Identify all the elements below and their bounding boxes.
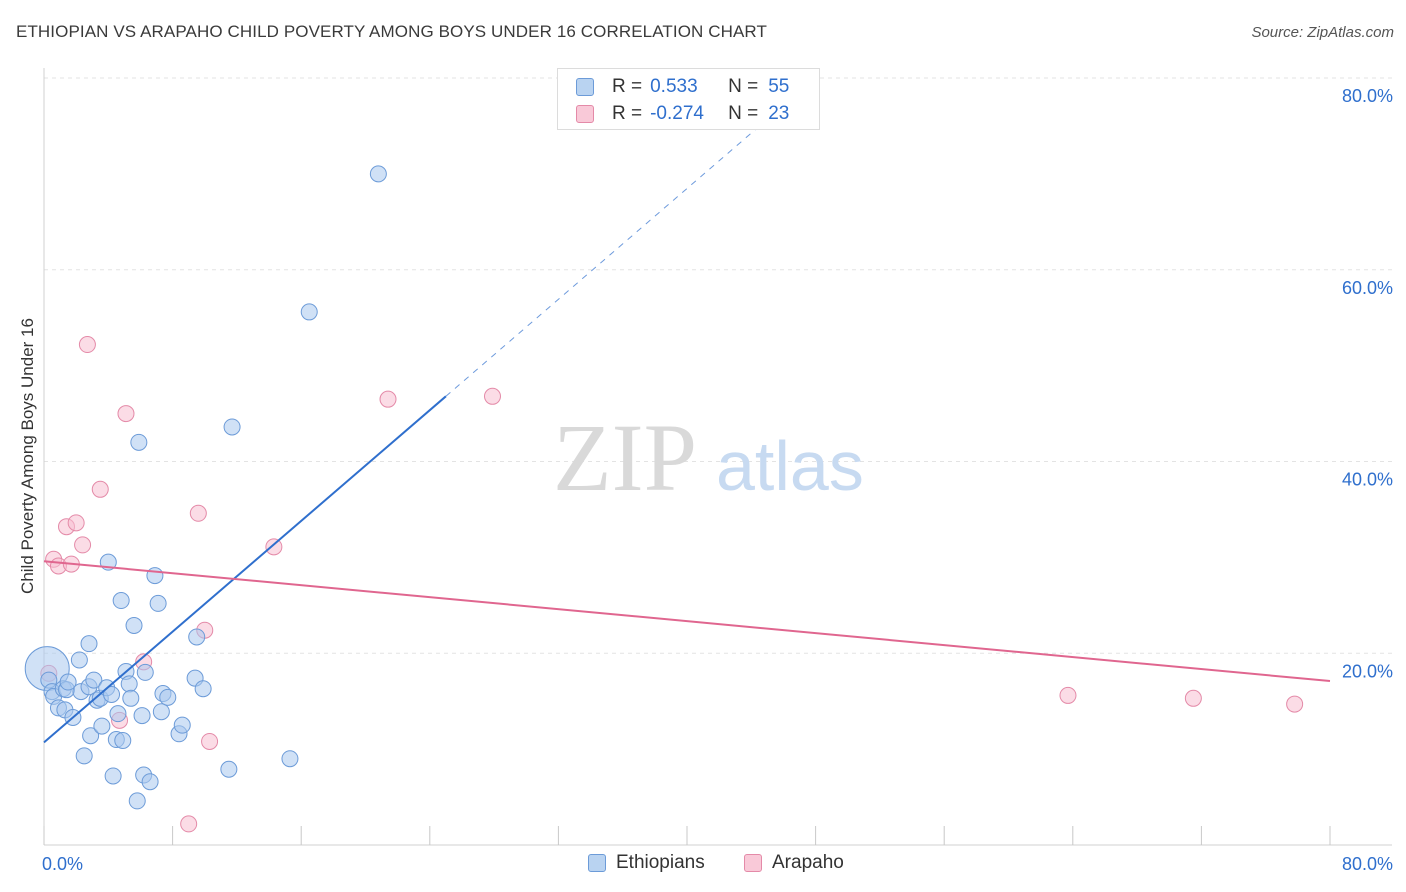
ethiopian-point <box>128 792 146 810</box>
ethiopian-point <box>103 685 121 703</box>
legend-swatch-ethiopians <box>576 78 594 96</box>
ethiopian-point <box>133 707 151 725</box>
ethiopian-point <box>300 303 318 321</box>
watermark-atlas: atlas <box>716 427 864 505</box>
ethiopian-point <box>223 418 241 436</box>
arapaho-point <box>1286 695 1304 713</box>
watermark: ZIP atlas <box>553 404 864 511</box>
arapaho-point <box>180 815 198 833</box>
trend-layer <box>43 118 1331 744</box>
legend-n-label: N = <box>728 103 759 124</box>
arapaho-trend-line <box>43 560 1331 683</box>
y-tick-label: 80.0% <box>1342 86 1393 106</box>
watermark-zip: ZIP <box>553 404 697 511</box>
ethiopian-point <box>82 727 100 745</box>
points-layer <box>24 165 1304 833</box>
ethiopian-point <box>122 689 140 707</box>
ethiopian-point <box>109 705 127 723</box>
legend-n-label: N = <box>728 76 759 97</box>
ethiopian-point <box>141 773 159 791</box>
arapaho-point <box>379 390 397 408</box>
ethiopian-point <box>130 433 148 451</box>
ethiopian-point <box>159 688 177 706</box>
ethiopian-point <box>149 594 167 612</box>
ethiopian-point <box>104 767 122 785</box>
y-tick-label: 40.0% <box>1342 470 1393 490</box>
arapaho-point <box>1059 686 1077 704</box>
arapaho-point <box>483 387 501 405</box>
series-label-ethiopians: Ethiopians <box>616 852 705 873</box>
arapaho-point <box>189 504 207 522</box>
legend-row-arapaho: R = -0.274 N = 23 <box>576 102 789 126</box>
arapaho-point <box>91 480 109 498</box>
ethiopian-point <box>85 671 103 689</box>
ethiopian-point <box>369 165 387 183</box>
arapaho-point <box>117 405 135 423</box>
ethiopian-point <box>136 663 154 681</box>
ethiopian-point <box>80 635 98 653</box>
ethiopian-point <box>152 703 170 721</box>
arapaho-point <box>265 538 283 556</box>
arapaho-point <box>67 514 85 532</box>
chart-title: ETHIOPIAN VS ARAPAHO CHILD POVERTY AMONG… <box>16 22 767 41</box>
legend-n-value: 23 <box>768 103 790 124</box>
ethiopian-point <box>59 673 77 691</box>
ethiopian-point <box>114 731 132 749</box>
ethiopian-point <box>112 592 130 610</box>
series-legend-ethiopians[interactable]: Ethiopians <box>588 852 705 874</box>
tick-labels: 20.0% 40.0% 60.0% 80.0% 0.0% 80.0% <box>42 86 1393 874</box>
ethiopian-point <box>281 750 299 768</box>
series-swatch-ethiopians <box>588 854 606 872</box>
ethiopians-trend-extension <box>445 118 768 397</box>
ethiopian-point <box>146 567 164 585</box>
ethiopian-point <box>120 675 138 693</box>
legend-r-label: R = <box>612 103 643 124</box>
arapaho-point <box>1184 689 1202 707</box>
ethiopian-point <box>93 717 111 735</box>
series-swatch-arapaho <box>744 854 762 872</box>
chart-source: Source: ZipAtlas.com <box>1251 24 1394 41</box>
y-tick-label: 20.0% <box>1342 661 1393 681</box>
ethiopian-point <box>220 760 238 778</box>
legend-row-ethiopians: R = 0.533 N = 55 <box>576 75 789 99</box>
ethiopians-trend-line <box>43 395 447 744</box>
ethiopian-point <box>75 747 93 765</box>
y-axis-label: Child Poverty Among Boys Under 16 <box>18 318 37 594</box>
arapaho-point <box>74 536 92 554</box>
x-tick-label: 0.0% <box>42 854 83 874</box>
ethiopian-point <box>70 651 88 669</box>
axes-layer <box>43 68 1392 846</box>
series-legend: Ethiopians Arapaho <box>0 852 1406 876</box>
x-tick-label: 80.0% <box>1342 854 1393 874</box>
ethiopian-point <box>194 680 212 698</box>
legend-swatch-arapaho <box>576 105 594 123</box>
ethiopian-point <box>173 716 191 734</box>
legend-r-value: 0.533 <box>650 76 698 97</box>
ethiopian-point <box>125 616 143 634</box>
correlation-legend: R = 0.533 N = 55 R = -0.274 N = 23 <box>557 68 820 130</box>
ethiopian-point <box>188 628 206 646</box>
grid-layer <box>44 77 1392 654</box>
legend-r-label: R = <box>612 76 643 97</box>
legend-r-value: -0.274 <box>650 103 704 124</box>
series-label-arapaho: Arapaho <box>772 852 844 873</box>
y-tick-label: 60.0% <box>1342 278 1393 298</box>
arapaho-point <box>201 732 219 750</box>
series-legend-arapaho[interactable]: Arapaho <box>744 852 844 874</box>
arapaho-point <box>78 336 96 354</box>
legend-n-value: 55 <box>768 76 790 97</box>
